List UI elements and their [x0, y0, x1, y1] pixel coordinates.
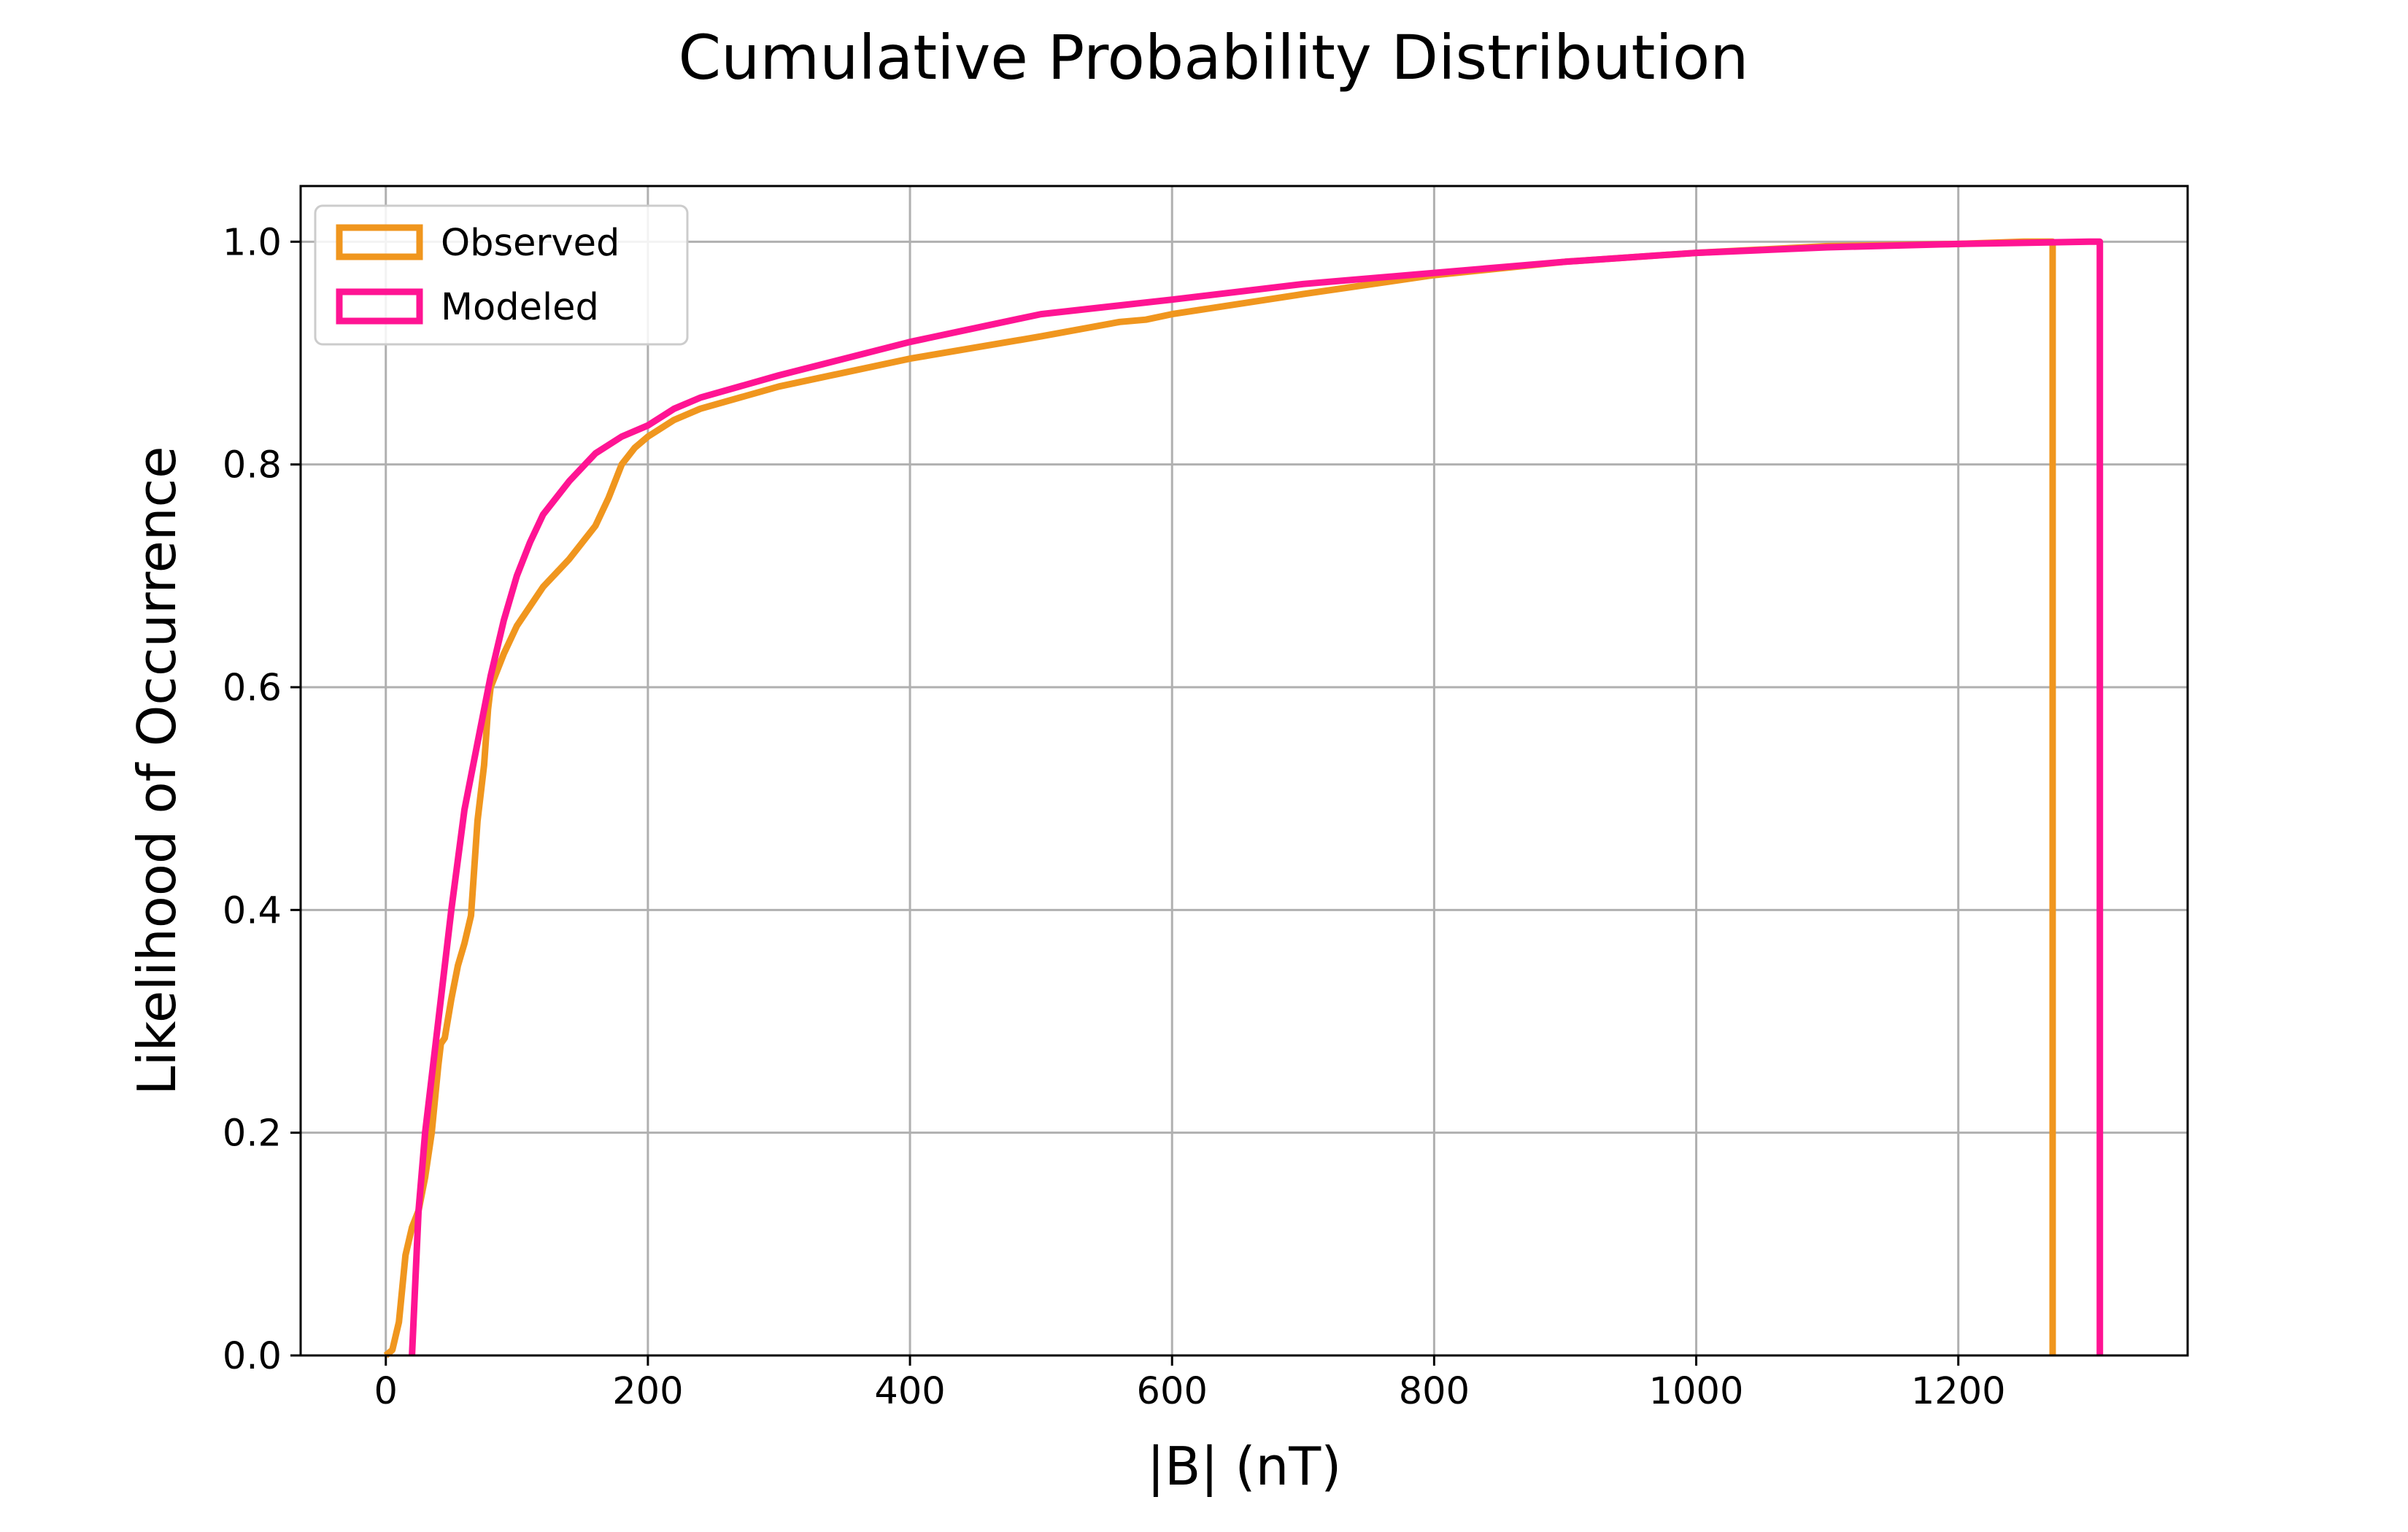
legend-label-modeled: Modeled — [441, 286, 599, 329]
y-tick-label: 0.6 — [223, 667, 282, 710]
y-tick-label: 0.4 — [223, 889, 282, 932]
grid-lines — [301, 186, 2188, 1357]
series-line-observed — [383, 238, 2056, 1358]
y-tick-label: 0.0 — [223, 1335, 282, 1378]
x-tick-label: 0 — [374, 1370, 398, 1413]
axis-ticks: 0 200 400 600 800 1000 1200 0.0 0.2 0.4 0.6 0.8 1.0 — [223, 221, 2006, 1413]
plot-frame — [299, 185, 2189, 1357]
x-axis-label: |B| (nT) — [1147, 1436, 1342, 1498]
chart-title: Cumulative Probability Distribution — [679, 22, 1749, 93]
legend-swatch-modeled — [336, 288, 423, 325]
y-tick-label: 0.8 — [223, 444, 282, 487]
legend: Observed Modeled — [314, 204, 689, 346]
series-lines — [383, 238, 2104, 1358]
series-line-modeled — [409, 238, 2104, 1356]
y-tick-label: 0.2 — [223, 1113, 282, 1156]
x-tick-label: 200 — [612, 1370, 683, 1413]
x-tick-label: 1200 — [1911, 1370, 2006, 1413]
y-tick-label: 1.0 — [223, 221, 282, 264]
legend-swatch-observed — [336, 224, 423, 260]
x-tick-label: 1000 — [1649, 1370, 1744, 1413]
x-tick-label: 600 — [1137, 1370, 1208, 1413]
legend-label-observed: Observed — [441, 222, 620, 265]
legend-box — [314, 204, 689, 346]
x-tick-label: 400 — [874, 1370, 945, 1413]
y-axis-label: Likelihood of Occurrence — [126, 446, 188, 1096]
x-tick-label: 800 — [1399, 1370, 1470, 1413]
